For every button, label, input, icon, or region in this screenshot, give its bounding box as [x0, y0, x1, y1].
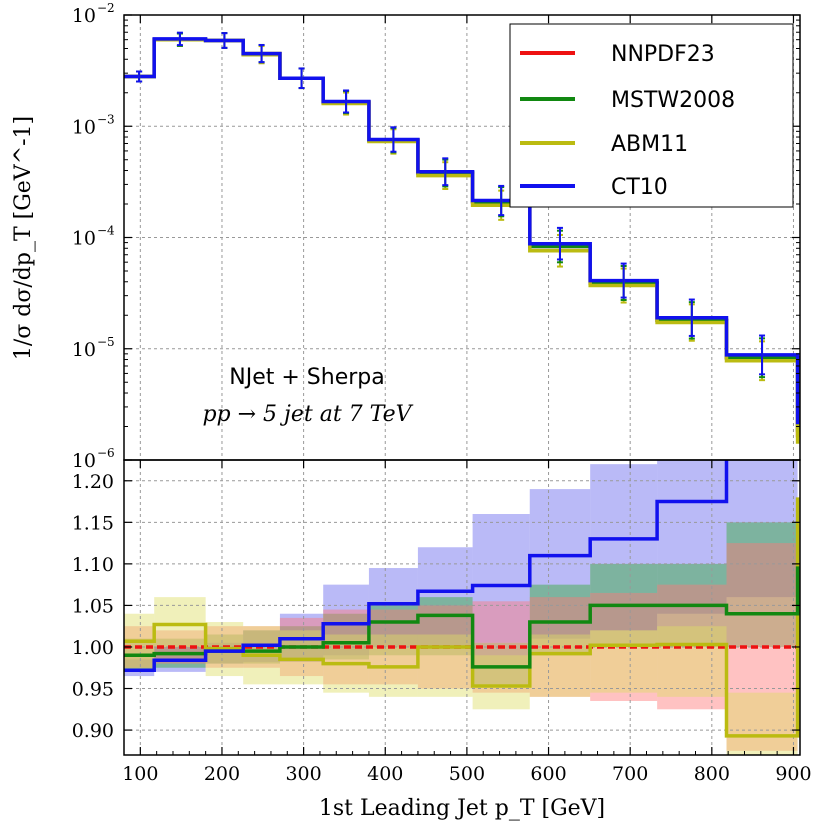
y-top-tick-exp--4: −4 [97, 224, 115, 238]
x-tick-label-900: 900 [775, 763, 811, 785]
upper-error-bars [136, 31, 766, 382]
y-top-tick-label--4: 10 [72, 228, 96, 250]
x-tick-label-600: 600 [530, 763, 566, 785]
series-bottom-abm11 [124, 497, 800, 738]
upper-series [124, 37, 800, 444]
x-tick-label-100: 100 [122, 763, 158, 785]
x-axis-label: 1st Leading Jet p_T [GeV] [319, 796, 605, 821]
y-bottom-tick-label-0.95: 0.95 [72, 679, 114, 701]
x-tick-label-300: 300 [285, 763, 321, 785]
y-top-tick-label--5: 10 [72, 339, 96, 361]
lower-bands [124, 460, 798, 755]
y-bottom-tick-label-0.9: 0.90 [72, 720, 114, 742]
y-bottom-tick-label-1.1: 1.10 [72, 554, 114, 576]
lower-series [124, 460, 800, 738]
x-tick-label-700: 700 [612, 763, 648, 785]
band-mstw2008-bin-8 [472, 642, 530, 685]
series-top-ct10 [124, 37, 800, 425]
band-abm11-bin-12 [726, 692, 798, 755]
band-abm11-bin-7 [417, 634, 473, 697]
y-top-tick-label--2: 10 [72, 5, 96, 27]
legend-label-ct10: CT10 [611, 175, 668, 200]
band-abm11-bin-8 [472, 655, 530, 710]
band-abm11-bin-10 [590, 630, 658, 693]
band-mstw2008-bin-5 [323, 613, 369, 660]
legend-label-abm11: ABM11 [611, 132, 688, 157]
band-mstw2008-bin-4 [279, 626, 324, 660]
legend-label-nnpdf23: NNPDF23 [611, 42, 715, 67]
y-top-tick-exp--5: −5 [97, 335, 115, 349]
series-bottom-ct10 [124, 460, 729, 672]
y-top-tick-exp--6: −6 [97, 446, 115, 460]
annotation-njet-sherpa: NJet + Sherpa [229, 365, 384, 390]
x-tick-label-400: 400 [367, 763, 403, 785]
band-mstw2008-bin-12 [726, 522, 798, 647]
legend: NNPDF23 MSTW2008 ABM11 CT10 [509, 23, 794, 208]
band-ct10-bin-8 [472, 514, 530, 643]
x-tick-label-800: 800 [694, 763, 730, 785]
y-top-tick-label--6: 10 [72, 450, 96, 472]
band-ct10-bin-10 [590, 464, 658, 631]
x-tick-label-200: 200 [204, 763, 240, 785]
annotation-process: pp → 5 jet at 7 TeV [202, 402, 413, 427]
band-ct10-bin-6 [368, 568, 418, 647]
band-ct10-bin-11 [657, 460, 727, 614]
y-bottom-tick-label-1.15: 1.15 [72, 512, 114, 534]
band-abm11-bin-1 [154, 597, 206, 647]
bottom-panel-frame [123, 459, 801, 756]
band-abm11-bin-9 [529, 634, 591, 697]
y-bottom-tick-label-1: 1.00 [72, 637, 114, 659]
x-tick-label-500: 500 [449, 763, 485, 785]
band-ct10-bin-12 [726, 460, 798, 598]
band-ct10-bin-7 [417, 547, 473, 647]
y-top-tick-exp--3: −3 [97, 112, 115, 126]
y-top-tick-label--3: 10 [72, 116, 96, 138]
y-top-tick-exp--2: −2 [97, 1, 115, 15]
y-bottom-tick-label-1.2: 1.20 [72, 471, 114, 493]
y-bottom-tick-label-1.05: 1.05 [72, 595, 114, 617]
y-axis-label: 1/σ dσ/dp_T [GeV^-1] [11, 116, 36, 360]
legend-label-mstw2008: MSTW2008 [611, 88, 735, 113]
band-abm11-bin-11 [657, 626, 727, 697]
band-mstw2008-bin-9 [529, 584, 591, 656]
